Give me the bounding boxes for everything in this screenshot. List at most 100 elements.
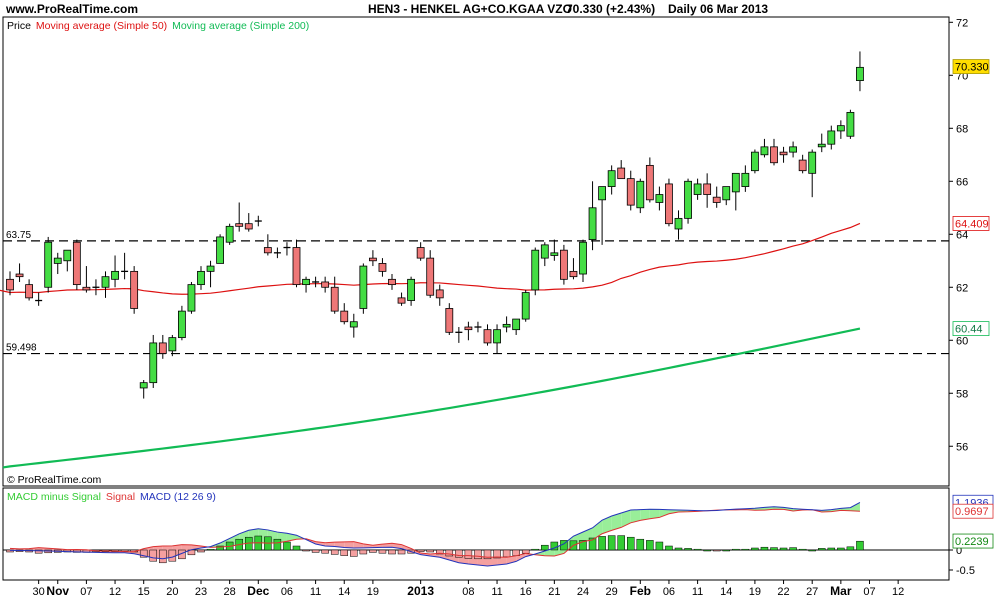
x-tick-label: 29 (606, 586, 618, 598)
support-level-label: 63.75 (6, 230, 31, 241)
candle-body (53, 257, 62, 264)
candle-body (44, 241, 53, 288)
x-tick-label: 22 (777, 586, 789, 598)
x-tick-label: 07 (863, 586, 875, 598)
candle-body (712, 196, 721, 203)
macd-fill-segment (334, 541, 345, 548)
candle-body (72, 241, 81, 286)
macd-histogram-bar (388, 549, 396, 555)
macd-axis: 0 -0.5 (949, 545, 975, 577)
macd-histogram-bar (541, 544, 549, 551)
macd-histogram-bar (646, 540, 654, 551)
macd-histogram-bar (760, 546, 769, 551)
price-tick-label: 66 (956, 176, 968, 188)
candle-body (550, 252, 559, 256)
candle-body (197, 270, 205, 286)
legend-ma200: Moving average (Simple 200) (172, 20, 309, 32)
price-tick-label: 62 (956, 282, 968, 294)
price-tick-label: 56 (956, 441, 968, 453)
candle-body (416, 247, 425, 259)
macd-histogram-bar (703, 549, 711, 552)
candle-body (359, 265, 368, 309)
candle-body (856, 66, 864, 81)
macd-histogram-bar (627, 536, 635, 551)
site-name[interactable]: www.ProRealTime.com (5, 2, 138, 16)
macd-lines (9, 501, 861, 567)
macd-histogram-bar (684, 548, 692, 551)
price-tick-label: 58 (956, 388, 968, 400)
x-tick-label: 19 (367, 586, 379, 598)
x-tick-label: 19 (749, 586, 761, 598)
candle-body (846, 111, 855, 137)
candle-body (502, 323, 511, 328)
last-price-tag: 70.330 (955, 62, 989, 74)
macd-histogram-bar (34, 549, 43, 554)
candle-body (579, 241, 587, 275)
macd-line (9, 501, 861, 567)
x-tick-label: 28 (224, 586, 236, 598)
x-tick-label: Feb (630, 584, 651, 598)
candle-body (751, 151, 759, 172)
candle-body (177, 310, 186, 339)
price-panel[interactable] (2, 16, 950, 487)
macd-histogram-bar (168, 549, 177, 562)
candle-body (770, 146, 778, 164)
candle-body (493, 329, 501, 344)
candle-body (139, 382, 148, 389)
macd-histogram-bar (693, 548, 702, 551)
candle-body (63, 249, 72, 262)
macd-histogram-bar (321, 549, 329, 554)
candle-body (779, 151, 788, 156)
macd-histogram-bar (493, 549, 501, 559)
x-tick-label: 16 (520, 586, 532, 598)
x-tick-label: 20 (166, 586, 178, 598)
x-tick-label: 07 (80, 586, 92, 598)
macd-histogram-bar (340, 549, 348, 556)
candle-body (445, 308, 454, 333)
candle-body (158, 342, 167, 354)
last-price-tag-box (952, 59, 990, 74)
candle-body (598, 186, 606, 201)
candle-body (302, 278, 310, 286)
last-quote: 70.330 (+2.43%) (566, 2, 655, 16)
candle-body (6, 278, 14, 291)
x-tick-label: 06 (663, 586, 675, 598)
candle-body (789, 146, 797, 153)
legend-ma50: Moving average (Simple 50) (36, 20, 167, 32)
candle-body (378, 263, 387, 272)
candle-body (607, 170, 616, 187)
x-tick-label: 27 (806, 586, 818, 598)
candle-body (636, 180, 645, 209)
macd-fill-segment (640, 509, 650, 521)
candle-body (101, 276, 110, 288)
macd-fill-segment (353, 541, 364, 548)
macd-fill-segment (611, 513, 622, 531)
macd-histogram-bar (798, 548, 807, 551)
macd-fill-segment (668, 509, 679, 514)
x-tick-label: 24 (577, 586, 589, 598)
price-legend: Price Moving average (Simple 50) Moving … (7, 20, 309, 32)
macd-histogram-bar (426, 549, 434, 553)
candle-body (731, 172, 740, 193)
x-tick-label: 11 (692, 586, 703, 598)
macd-histogram-bar (197, 549, 205, 553)
candle-body (560, 249, 568, 280)
x-tick-label: 11 (491, 586, 502, 598)
candle-body (130, 270, 139, 309)
candle-body (235, 223, 244, 227)
candle-body (149, 342, 158, 384)
candle-body (368, 257, 377, 262)
x-tick-label: 06 (281, 586, 293, 598)
x-axis: 30 Nov 07 12 15 20 23 28 Dec 06 11 14 19 2013 08 11 16 21… (33, 580, 904, 598)
candle-body (617, 167, 626, 180)
macd-histogram-bar (397, 549, 406, 555)
macd-histogram-bar (827, 547, 836, 551)
x-tick-label: 08 (462, 586, 474, 598)
signal-tag-box (952, 503, 994, 519)
ma50-tag-box (952, 216, 990, 231)
macd-histogram-bar (464, 549, 473, 559)
candle-body (216, 236, 225, 264)
macd-histogram-bar (521, 549, 530, 554)
candle-body (111, 270, 119, 280)
candle-body (435, 289, 444, 299)
